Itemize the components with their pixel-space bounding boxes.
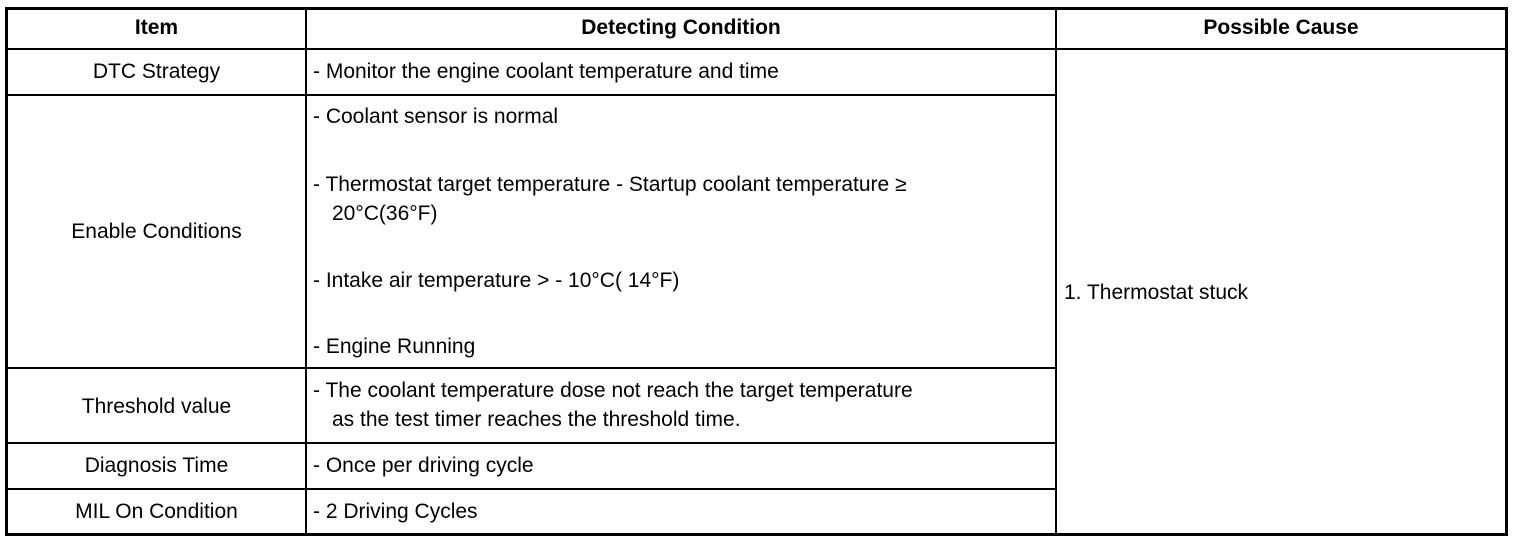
- condition-line: - Engine Running: [313, 335, 476, 358]
- condition-line: - Thermostat target temperature - Startu…: [313, 173, 907, 196]
- column-divider: [305, 7, 307, 533]
- header-item: Item: [134, 16, 179, 39]
- item-threshold-value: Threshold value: [81, 395, 232, 418]
- row-divider: [5, 367, 1056, 369]
- item-diagnosis-time: Diagnosis Time: [84, 454, 229, 477]
- dtc-table: [5, 7, 1508, 536]
- item-dtc-strategy: DTC Strategy: [92, 60, 221, 83]
- header-detecting-condition: Detecting Condition: [581, 16, 781, 39]
- condition-line: - The coolant temperature dose not reach…: [313, 379, 913, 402]
- header-divider: [5, 48, 1507, 50]
- possible-cause: 1. Thermostat stuck: [1064, 281, 1249, 304]
- condition-line: 20°C(36°F): [332, 202, 438, 225]
- row-divider: [5, 488, 1056, 490]
- column-divider: [1055, 7, 1057, 533]
- condition-line: - Coolant sensor is normal: [313, 105, 559, 128]
- condition-line: - Intake air temperature > - 10°C( 14°F): [313, 269, 680, 292]
- header-possible-cause: Possible Cause: [1203, 16, 1359, 39]
- condition-line: - Monitor the engine coolant temperature…: [313, 60, 779, 83]
- item-mil-on-condition: MIL On Condition: [75, 500, 238, 523]
- item-enable-conditions: Enable Conditions: [71, 220, 242, 243]
- condition-line: as the test timer reaches the threshold …: [332, 408, 741, 431]
- row-divider: [5, 442, 1056, 444]
- row-divider: [5, 94, 1056, 96]
- condition-line: - 2 Driving Cycles: [313, 500, 478, 523]
- condition-line: - Once per driving cycle: [313, 454, 534, 477]
